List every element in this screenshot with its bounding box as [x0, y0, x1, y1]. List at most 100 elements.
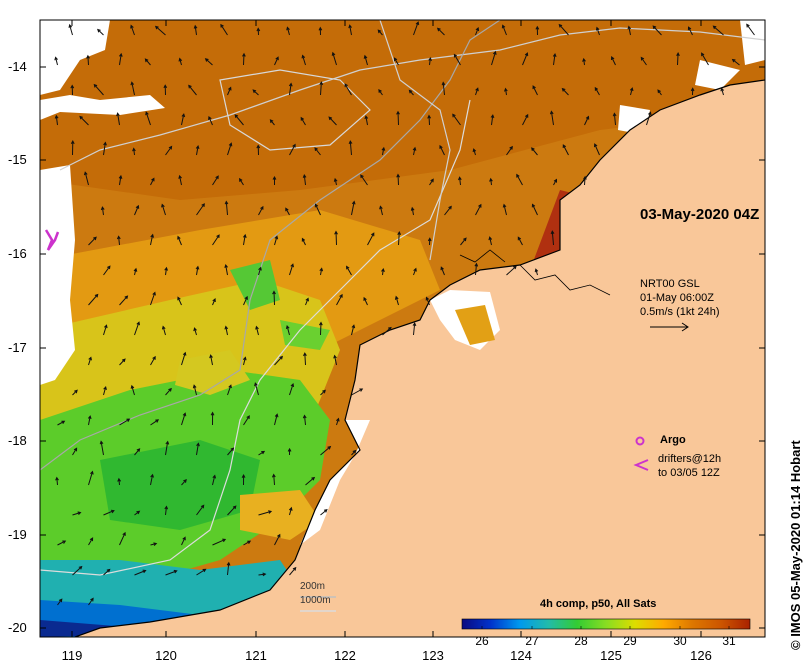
currents-product: NRT00 GSL	[640, 278, 700, 290]
current-arrow	[397, 231, 402, 246]
current-arrow	[440, 266, 445, 276]
current-arrow	[181, 412, 187, 426]
current-arrow	[161, 325, 166, 336]
current-arrow	[552, 52, 557, 66]
current-arrow	[103, 324, 108, 336]
current-arrow	[256, 27, 261, 36]
current-arrow	[364, 115, 369, 126]
current-arrow	[272, 290, 276, 306]
current-arrow	[381, 267, 385, 276]
current-arrow	[195, 265, 200, 276]
currents-time: 01-May 06:00Z	[640, 292, 714, 304]
current-arrow	[258, 510, 273, 516]
current-arrow	[119, 358, 126, 366]
current-arrow	[676, 52, 680, 66]
current-arrow	[410, 206, 415, 216]
current-arrow	[584, 115, 590, 126]
current-arrow	[550, 230, 555, 246]
current-arrow	[561, 87, 569, 96]
current-arrow	[314, 147, 321, 156]
current-arrow	[87, 415, 92, 426]
current-arrow	[119, 295, 129, 306]
current-arrow	[285, 324, 290, 336]
current-arrow	[196, 203, 205, 216]
drifters-legend: drifters@12h to 03/05 12Z	[658, 452, 721, 480]
argo-marker	[635, 436, 645, 446]
current-arrow	[504, 87, 508, 96]
current-arrow	[212, 298, 216, 306]
current-arrow	[181, 351, 187, 366]
current-arrow	[254, 382, 259, 396]
current-arrow	[348, 140, 353, 156]
current-arrow	[150, 473, 154, 486]
current-arrow	[413, 21, 420, 36]
current-arrow	[150, 177, 155, 186]
current-arrow	[88, 293, 99, 306]
current-arrow	[334, 230, 338, 246]
current-arrow	[320, 445, 332, 456]
current-arrow	[460, 237, 467, 246]
current-arrow	[274, 56, 279, 66]
current-arrow	[396, 173, 401, 186]
current-arrow	[243, 540, 252, 546]
current-arrow	[305, 297, 309, 306]
current-arrow	[595, 26, 600, 36]
current-arrow	[302, 414, 307, 426]
current-arrow	[133, 267, 138, 276]
current-arrow	[212, 474, 217, 486]
current-arrow	[119, 531, 126, 546]
current-arrow	[208, 115, 213, 126]
current-arrow	[243, 233, 247, 246]
current-arrow	[331, 51, 337, 66]
current-arrow	[394, 295, 399, 306]
current-arrow	[522, 113, 529, 126]
current-arrow	[209, 354, 213, 366]
current-arrow	[302, 173, 307, 186]
current-arrow	[70, 84, 75, 96]
lat-tick-label: -16	[8, 246, 27, 261]
current-arrow	[178, 174, 182, 186]
current-arrow	[378, 89, 383, 96]
current-arrow	[731, 58, 740, 66]
argo-label: Argo	[660, 434, 686, 446]
current-arrow	[226, 561, 231, 576]
current-arrow	[413, 267, 417, 276]
current-arrow	[97, 28, 104, 36]
current-arrow	[88, 597, 94, 606]
current-arrow	[629, 87, 634, 96]
current-arrow	[161, 203, 166, 216]
current-arrow	[165, 440, 170, 456]
current-arrow	[177, 235, 182, 246]
current-arrow	[243, 295, 248, 306]
current-arrow	[501, 24, 507, 36]
current-arrow	[54, 56, 58, 66]
current-arrow	[145, 111, 151, 126]
current-arrow	[55, 476, 59, 486]
current-arrow	[303, 352, 307, 366]
current-arrow	[382, 326, 392, 336]
current-arrow	[192, 384, 197, 396]
current-arrow	[363, 54, 368, 66]
current-arrow	[319, 81, 324, 96]
current-arrow	[181, 479, 187, 486]
current-arrow	[288, 82, 293, 96]
current-arrow	[428, 56, 432, 66]
current-arrow	[720, 87, 725, 96]
current-arrow	[425, 296, 430, 306]
current-arrow	[351, 324, 356, 336]
current-arrow	[117, 477, 122, 486]
current-arrow	[429, 178, 434, 186]
current-arrow	[227, 86, 232, 96]
current-arrow	[472, 148, 477, 156]
current-arrow	[119, 418, 131, 426]
current-arrow	[150, 291, 156, 306]
current-arrow	[746, 23, 755, 36]
current-arrow	[163, 84, 168, 96]
current-arrow	[130, 81, 135, 96]
lat-tick-label: -15	[8, 152, 27, 167]
credit-text: © IMOS 05-May-2020 01:14 Hobart	[788, 440, 803, 650]
current-arrow	[558, 23, 569, 36]
current-arrow	[57, 598, 63, 606]
current-arrow	[188, 84, 197, 96]
current-arrow	[363, 296, 368, 306]
